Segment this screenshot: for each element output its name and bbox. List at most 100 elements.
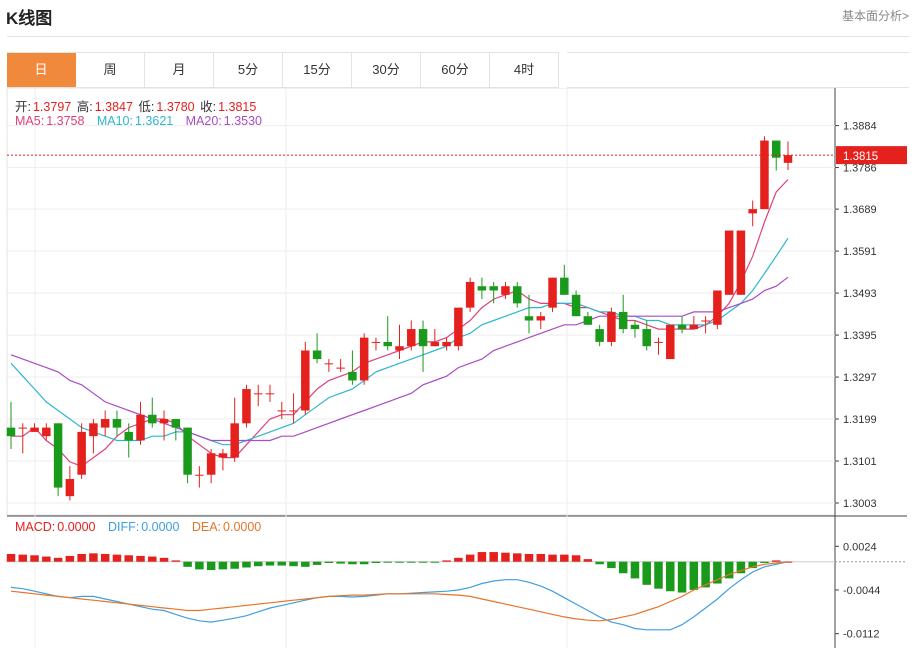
tab-4hour[interactable]: 4时 <box>490 53 559 87</box>
macd-bar <box>371 561 381 563</box>
candle-body <box>6 427 16 437</box>
macd-bar <box>136 555 145 562</box>
dea-line <box>10 561 789 622</box>
dea-label: DEA: <box>191 520 222 534</box>
macd-bar <box>630 561 640 579</box>
candle-body <box>465 281 475 308</box>
candle-body <box>560 277 569 295</box>
macd-bar <box>6 553 16 562</box>
tab-15min[interactable]: 15分 <box>283 53 352 87</box>
macd-bar <box>418 561 428 563</box>
candle-body <box>18 427 28 429</box>
ma5-value: 1.3758 <box>46 114 85 128</box>
candle-body <box>242 389 251 424</box>
macd-bar <box>230 561 239 569</box>
candle-body <box>312 350 322 360</box>
candle-body <box>324 363 334 365</box>
last-price-tag <box>836 146 907 165</box>
tab-30min[interactable]: 30分 <box>352 53 421 87</box>
macd-bar <box>42 556 51 562</box>
tab-week[interactable]: 周 <box>76 53 145 87</box>
macd-bar <box>524 553 534 562</box>
candle-body <box>630 324 640 330</box>
tab-day[interactable]: 日 <box>7 53 76 87</box>
macd-bar <box>30 555 39 562</box>
macd-bar <box>336 561 345 564</box>
ma20-value: 1.3530 <box>223 114 263 128</box>
candle-body <box>195 474 204 476</box>
macd-bar <box>736 561 746 574</box>
y-tick-label: 1.3689 <box>843 204 877 216</box>
candle-body <box>548 277 557 308</box>
macd-bar <box>206 561 216 571</box>
y-tick-label: 1.3199 <box>843 414 877 426</box>
candle-body <box>159 419 169 424</box>
candle-body <box>430 341 440 347</box>
open-value: 1.3797 <box>32 100 72 114</box>
macd-bar <box>666 561 675 592</box>
y-tick-label: 1.3591 <box>843 246 877 258</box>
y-tick-label: 1.3786 <box>843 163 877 175</box>
candle-body <box>407 329 416 347</box>
page-title: K线图 <box>6 9 53 28</box>
macd-y-tick-label: -0.0112 <box>843 629 880 641</box>
candle-body <box>501 286 510 295</box>
macd-bar <box>242 561 251 568</box>
high-label: 高: <box>76 100 93 114</box>
candle-body <box>277 410 287 412</box>
macd-bar <box>548 554 557 562</box>
macd-bar <box>454 557 463 562</box>
tab-5min[interactable]: 5分 <box>214 53 283 87</box>
macd-bar <box>312 561 322 565</box>
candle-body <box>783 155 793 163</box>
candle-body <box>666 324 675 360</box>
candle-body <box>171 419 181 428</box>
macd-y-tick-label: 0.0024 <box>843 541 877 553</box>
y-tick-label: 1.3395 <box>843 330 877 342</box>
macd-bar <box>112 554 122 562</box>
candle-body <box>677 324 687 330</box>
candle-body <box>748 209 757 214</box>
macd-bar <box>713 561 722 584</box>
candle-body <box>183 427 192 475</box>
candle-body <box>65 479 75 497</box>
candle-body <box>512 286 522 304</box>
candle-body <box>124 431 133 441</box>
price-panel-frame <box>6 88 836 516</box>
candle-body <box>265 393 275 395</box>
candle-body <box>148 414 157 424</box>
macd-bar <box>100 553 110 562</box>
candle-body <box>383 341 392 347</box>
candle-body <box>454 307 463 347</box>
fundamental-analysis-link[interactable]: 基本面分析> <box>841 9 909 23</box>
macd-bar <box>442 560 451 562</box>
macd-bar <box>654 561 663 589</box>
candle-body <box>253 393 263 395</box>
macd-bar <box>289 561 298 567</box>
macd-bar <box>383 561 392 563</box>
ohlc-readout: 开: 1.3797 高: 1.3847 低: 1.3780 收: 1.3815 <box>15 96 258 115</box>
macd-bar <box>218 561 228 570</box>
macd-bar <box>512 553 522 562</box>
macd-value: 0.0000 <box>57 520 96 534</box>
candle-body <box>77 431 86 475</box>
macd-bar <box>489 552 498 562</box>
macd-bar <box>642 561 651 585</box>
macd-bar <box>571 555 581 562</box>
candle-body <box>336 367 345 369</box>
macd-bar <box>277 561 287 566</box>
kline-chart[interactable]: 1.3884 1.3786 1.3689 1.3591 1.3493 1.3395 1.32… <box>0 88 917 648</box>
macd-bar <box>348 561 357 565</box>
macd-bar <box>324 561 334 563</box>
ma-line-ma5 <box>11 179 789 467</box>
ma20-label: MA20: <box>185 114 222 128</box>
tab-60min[interactable]: 60分 <box>421 53 490 87</box>
candle-body <box>89 423 98 437</box>
low-value: 1.3780 <box>156 100 195 114</box>
macd-bar <box>689 561 699 590</box>
macd-bar <box>583 559 593 562</box>
macd-bar <box>724 561 734 579</box>
tab-month[interactable]: 月 <box>145 53 214 87</box>
macd-bar <box>395 561 404 563</box>
y-tick-label: 1.3297 <box>843 372 877 384</box>
